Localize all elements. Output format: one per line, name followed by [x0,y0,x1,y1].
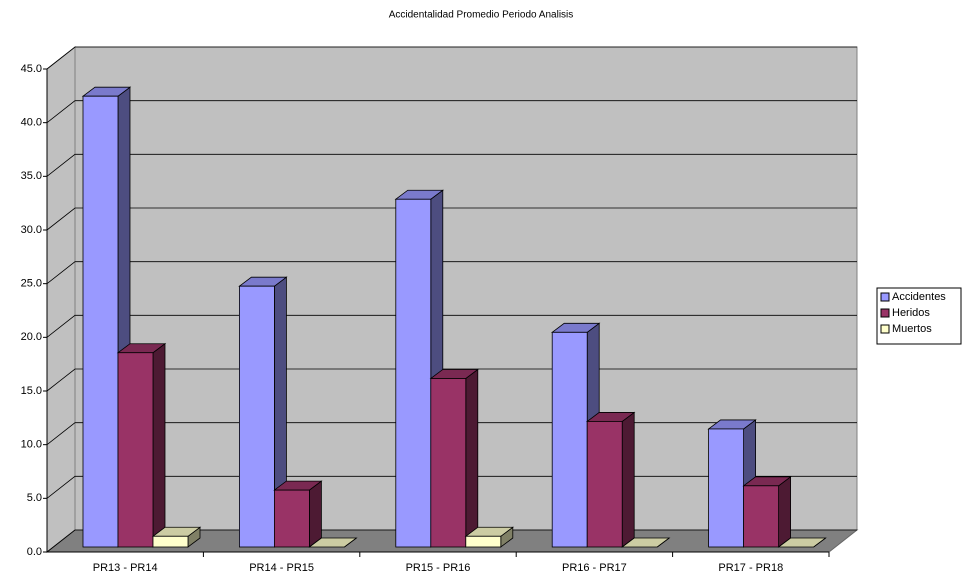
bar [151,526,202,548]
legend-swatch [880,324,890,334]
y-tick-label: 45.0 [21,63,42,75]
legend-swatch [880,308,890,318]
bar-side [621,411,635,548]
bar-front [743,485,779,548]
grid-line [46,314,857,338]
y-tick-label: 30.0 [21,224,42,236]
y-tick-label: 5.0 [27,492,42,504]
y-tick-label: 25.0 [21,278,42,290]
bar-top [777,537,827,548]
bar-front [273,489,310,548]
bar-top [621,537,671,548]
bar [621,537,671,548]
bar-side [778,476,791,548]
legend-box [876,287,962,345]
bar [116,342,167,548]
bar [273,480,323,548]
bar-front [465,535,502,548]
x-tick-label: PR13 - PR14 [93,562,158,574]
grid-line [46,261,857,284]
legend-label: Heridos [892,307,930,319]
y-tick-label: 40.0 [21,117,42,129]
bar-front [82,95,119,548]
bar [586,411,636,548]
bar-side [152,342,166,548]
y-tick-label: 10.0 [21,439,42,451]
y-tick-label: 0.0 [27,546,42,558]
bar-front [117,352,154,548]
grid-line [46,207,857,231]
bar-top [308,537,358,548]
side-wall [46,45,76,554]
bar-front [708,428,744,548]
bar [429,368,479,548]
bar [238,276,288,548]
grid-line [46,153,857,177]
bar-front [395,198,432,548]
x-tick-label: PR14 - PR15 [249,562,314,574]
bar [777,537,827,548]
bar [394,189,444,548]
bar [742,476,792,548]
bar [308,537,358,548]
x-tick-label: PR16 - PR17 [562,562,627,574]
grid-line [46,46,857,70]
grid-line [46,100,857,123]
y-tick-label: 20.0 [21,331,42,343]
bar-front [430,378,467,548]
legend-label: Accidentes [892,291,946,303]
chart-title: Accidentalidad Promedio Periodo Analisis [389,10,574,21]
bar-side [465,368,479,548]
legend-swatch [880,292,890,302]
y-tick-label: 15.0 [21,385,42,397]
bar-front [238,285,275,548]
bar-side [308,480,322,548]
bar-front [152,535,189,548]
x-tick-label: PR15 - PR16 [406,562,471,574]
bar-front [551,331,588,548]
x-tick-label: PR17 - PR18 [718,562,783,574]
bar [464,526,514,548]
bar-front [586,421,623,548]
y-tick-label: 35.0 [21,170,42,182]
legend-label: Muertos [892,323,932,335]
